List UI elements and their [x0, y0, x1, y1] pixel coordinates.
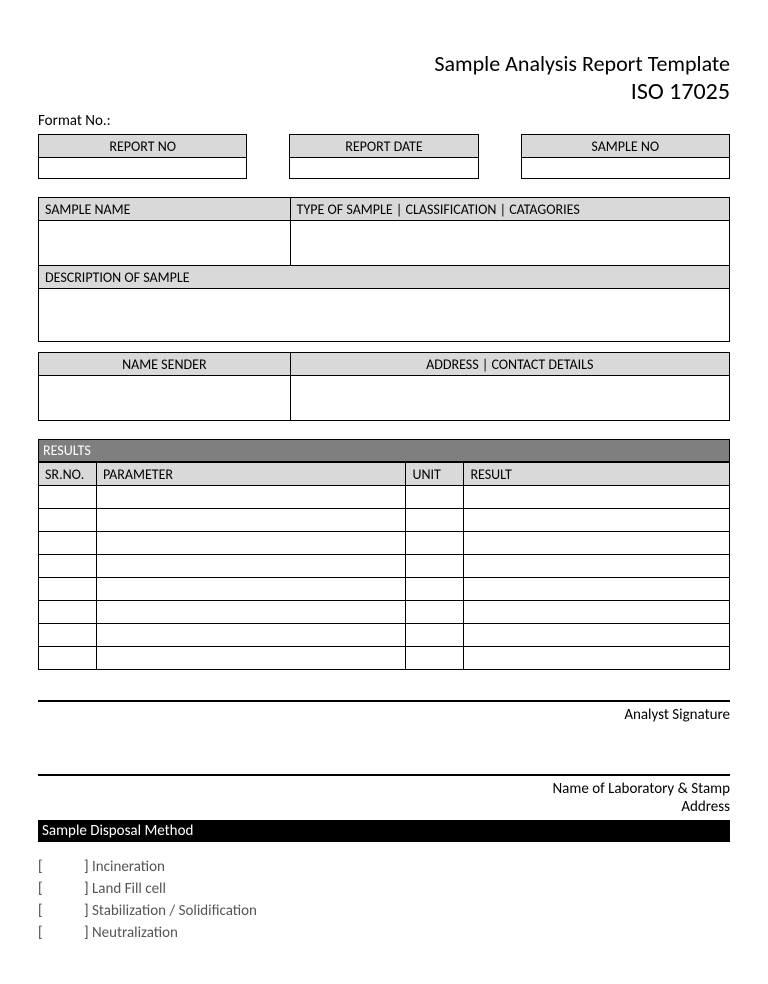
- results-cell[interactable]: [96, 509, 406, 532]
- results-cell[interactable]: [406, 647, 464, 670]
- results-col-parameter: PARAMETER: [96, 463, 406, 486]
- title-block: Sample Analysis Report Template ISO 1702…: [38, 50, 730, 106]
- name-sender-value[interactable]: [39, 376, 291, 421]
- results-table: SR.NO. PARAMETER UNIT RESULT: [38, 462, 730, 670]
- report-date-header: REPORT DATE: [290, 135, 478, 158]
- analyst-signature-label: Analyst Signature: [38, 706, 730, 724]
- disposal-option-label: Incineration: [92, 858, 165, 876]
- disposal-heading: Sample Disposal Method: [38, 820, 730, 842]
- sample-type-value[interactable]: [290, 221, 729, 266]
- lab-name-label: Name of Laboratory & Stamp: [38, 780, 730, 798]
- title-line1: Sample Analysis Report Template: [38, 50, 730, 77]
- disposal-option[interactable]: [] Stabilization / Solidification: [38, 900, 730, 922]
- sample-info-table: SAMPLE NAME TYPE OF SAMPLE | CLASSIFICAT…: [38, 197, 730, 342]
- sample-no-header: SAMPLE NO: [521, 135, 729, 158]
- results-cell[interactable]: [39, 647, 97, 670]
- sample-description-header: DESCRIPTION OF SAMPLE: [39, 266, 730, 289]
- results-cell[interactable]: [406, 532, 464, 555]
- address-value[interactable]: [290, 376, 729, 421]
- sample-description-value[interactable]: [39, 289, 730, 342]
- results-cell[interactable]: [406, 509, 464, 532]
- bracket-close: ]: [84, 922, 92, 944]
- results-cell[interactable]: [464, 624, 730, 647]
- disposal-option[interactable]: [] Land Fill cell: [38, 878, 730, 900]
- results-cell[interactable]: [96, 532, 406, 555]
- disposal-option-label: Land Fill cell: [92, 880, 166, 898]
- bracket-close: ]: [84, 900, 92, 922]
- signature-divider-1: [38, 700, 730, 702]
- results-cell[interactable]: [406, 601, 464, 624]
- results-cell[interactable]: [96, 647, 406, 670]
- results-col-result: RESULT: [464, 463, 730, 486]
- title-line2: ISO 17025: [38, 77, 730, 106]
- results-cell[interactable]: [464, 486, 730, 509]
- table-row: [39, 601, 730, 624]
- table-row: [39, 624, 730, 647]
- results-cell[interactable]: [406, 486, 464, 509]
- results-col-srno: SR.NO.: [39, 463, 97, 486]
- bracket-close: ]: [84, 856, 92, 878]
- results-cell[interactable]: [39, 486, 97, 509]
- bracket-close: ]: [84, 878, 92, 900]
- results-cell[interactable]: [406, 578, 464, 601]
- name-sender-header: NAME SENDER: [39, 353, 291, 376]
- results-cell[interactable]: [464, 578, 730, 601]
- results-cell[interactable]: [39, 555, 97, 578]
- lab-address-label: Address: [38, 798, 730, 816]
- results-cell[interactable]: [464, 647, 730, 670]
- results-cell[interactable]: [39, 509, 97, 532]
- sender-table: NAME SENDER ADDRESS | CONTACT DETAILS: [38, 352, 730, 421]
- disposal-option-label: Neutralization: [92, 924, 178, 942]
- address-header: ADDRESS | CONTACT DETAILS: [290, 353, 729, 376]
- bracket-open: [: [38, 878, 84, 900]
- results-cell[interactable]: [39, 601, 97, 624]
- disposal-option[interactable]: [] Neutralization: [38, 922, 730, 944]
- results-cell[interactable]: [39, 578, 97, 601]
- sample-name-value[interactable]: [39, 221, 291, 266]
- results-cell[interactable]: [96, 486, 406, 509]
- table-row: [39, 647, 730, 670]
- report-no-header: REPORT NO: [39, 135, 247, 158]
- disposal-option-label: Stabilization / Solidification: [92, 902, 257, 920]
- results-cell[interactable]: [39, 532, 97, 555]
- table-row: [39, 578, 730, 601]
- results-cell[interactable]: [96, 578, 406, 601]
- results-cell[interactable]: [96, 624, 406, 647]
- bracket-open: [: [38, 900, 84, 922]
- page: Sample Analysis Report Template ISO 1702…: [0, 0, 768, 984]
- signature-divider-2: [38, 774, 730, 776]
- results-cell[interactable]: [96, 601, 406, 624]
- results-banner: RESULTS: [38, 439, 730, 462]
- results-cell[interactable]: [464, 555, 730, 578]
- results-cell[interactable]: [96, 555, 406, 578]
- results-cell[interactable]: [464, 532, 730, 555]
- sample-no-value[interactable]: [521, 158, 729, 179]
- bracket-open: [: [38, 922, 84, 944]
- table-row: [39, 486, 730, 509]
- sample-name-header: SAMPLE NAME: [39, 198, 291, 221]
- results-cell[interactable]: [39, 624, 97, 647]
- results-cell[interactable]: [464, 601, 730, 624]
- results-cell[interactable]: [406, 624, 464, 647]
- table-row: [39, 509, 730, 532]
- sample-type-header: TYPE OF SAMPLE | CLASSIFICATION | CATAGO…: [290, 198, 729, 221]
- results-col-unit: UNIT: [406, 463, 464, 486]
- table-row: [39, 532, 730, 555]
- disposal-list: [] Incineration[] Land Fill cell[] Stabi…: [38, 856, 730, 944]
- report-date-value[interactable]: [290, 158, 478, 179]
- top-boxes: REPORT NO REPORT DATE SAMPLE NO: [38, 134, 730, 179]
- format-number-label: Format No.:: [38, 112, 730, 130]
- bracket-open: [: [38, 856, 84, 878]
- results-cell[interactable]: [464, 509, 730, 532]
- table-row: [39, 555, 730, 578]
- results-cell[interactable]: [406, 555, 464, 578]
- report-no-value[interactable]: [39, 158, 247, 179]
- disposal-option[interactable]: [] Incineration: [38, 856, 730, 878]
